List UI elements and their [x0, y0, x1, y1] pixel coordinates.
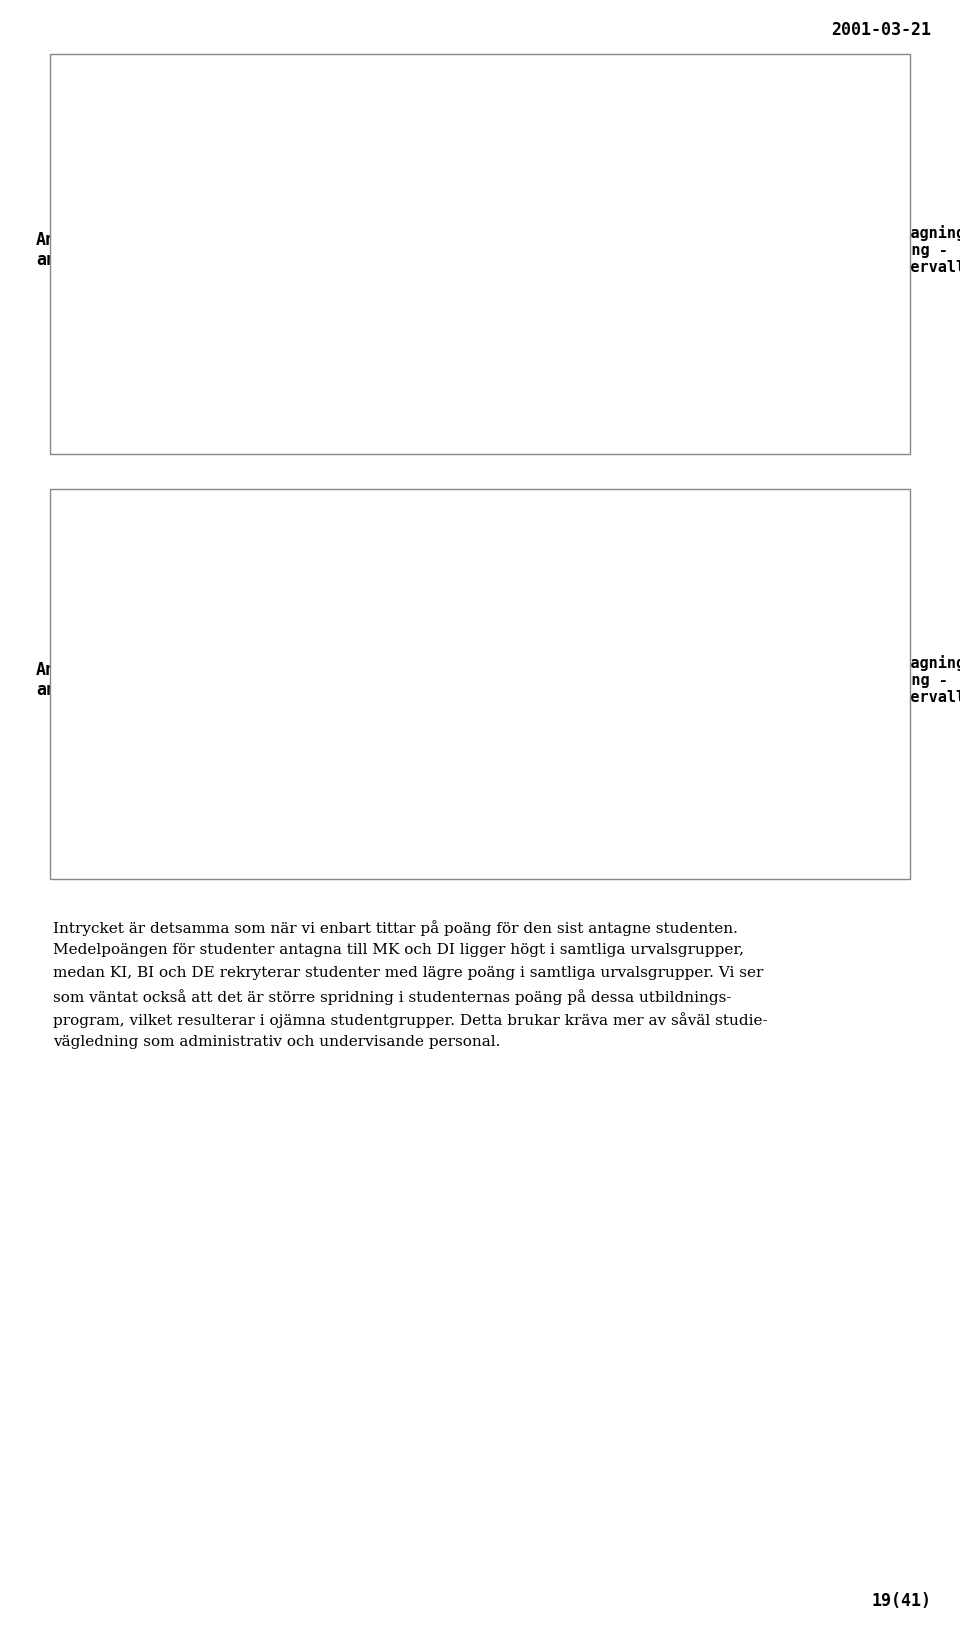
Bar [365, 597, 414, 805]
Bar [453, 184, 502, 380]
Bar [718, 153, 766, 380]
Bar [630, 217, 678, 380]
Text: som väntat också att det är större spridning i studenternas poäng på dessa utbil: som väntat också att det är större sprid… [53, 989, 732, 1004]
Bar [541, 121, 590, 380]
Text: Medelpoängen för studenter antagna till MK och DI ligger högt i samtliga urvalsg: Medelpoängen för studenter antagna till … [53, 942, 744, 957]
Bar [189, 249, 237, 380]
Text: vägledning som administrativ och undervisande personal.: vägledning som administrativ och undervi… [53, 1035, 500, 1048]
Bar [630, 680, 678, 805]
Text: Antagnings-
poäng -
intervall: Antagnings- poäng - intervall [884, 225, 960, 275]
Bar [718, 659, 766, 805]
Text: Antagnings-
poäng -
intervall: Antagnings- poäng - intervall [884, 654, 960, 704]
Title: Urvalsgrupp HA: Urvalsgrupp HA [401, 523, 554, 543]
Text: 2001-03-21: 2001-03-21 [831, 21, 931, 39]
Bar [365, 121, 414, 380]
Title: Urvalsgrupp HP: Urvalsgrupp HP [401, 90, 554, 108]
Text: 19(41): 19(41) [871, 1591, 931, 1609]
Bar [276, 121, 325, 380]
Bar [189, 720, 237, 805]
X-axis label: Utbildningsprogram: Utbildningsprogram [388, 419, 567, 438]
Text: Antal
antagna: Antal antagna [36, 230, 107, 269]
Bar [453, 659, 502, 805]
Bar [276, 554, 325, 805]
Bar [541, 659, 590, 805]
X-axis label: Utbildningsprogram: Utbildningsprogram [388, 844, 567, 862]
Text: medan KI, BI och DE rekryterar studenter med lägre poäng i samtliga urvalsgruppe: medan KI, BI och DE rekryterar studenter… [53, 965, 763, 980]
Text: Antal
antagna: Antal antagna [36, 660, 107, 699]
Text: Intrycket är detsamma som när vi enbart tittar på poäng för den sist antagne stu: Intrycket är detsamma som när vi enbart … [53, 919, 737, 936]
Text: program, vilket resulterar i ojämna studentgrupper. Detta brukar kräva mer av så: program, vilket resulterar i ojämna stud… [53, 1012, 767, 1027]
